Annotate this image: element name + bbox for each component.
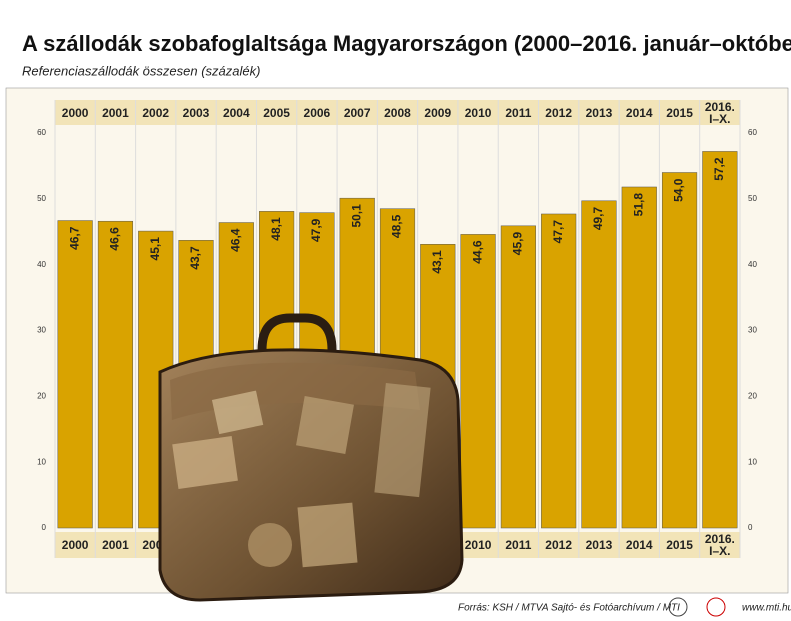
- y2-tick-label: 20: [748, 391, 757, 400]
- source: Forrás: KSH / MTVA Sajtó- és Fotóarchívu…: [458, 603, 680, 614]
- x-tick-label-bottom: 2016. I–X.: [704, 532, 735, 558]
- x-tick-label: 2006: [303, 105, 331, 120]
- bar: [460, 234, 496, 529]
- bar: [541, 213, 577, 529]
- bar: [500, 225, 536, 529]
- bar: [218, 222, 254, 529]
- x-tick-label: 2011: [505, 105, 532, 120]
- x-tick-label: 2014: [625, 105, 653, 120]
- logo: [706, 597, 726, 617]
- bar: [702, 151, 738, 529]
- value-label: 44,6: [470, 240, 484, 264]
- x-tick-label-bottom: 2000: [61, 538, 89, 552]
- x-tick-label: 2016. I–X.: [704, 99, 735, 126]
- x-tick-label-bottom: 2002: [142, 538, 170, 552]
- bar: [299, 212, 335, 529]
- value-label: 48,1: [269, 217, 283, 241]
- x-tick-label-bottom: 2005: [263, 538, 290, 552]
- bar: [581, 200, 617, 529]
- value-label: 45,1: [148, 237, 162, 261]
- chart-title: A szállodák szobafoglaltsága Magyarorszá…: [22, 31, 791, 56]
- bar: [661, 172, 698, 529]
- x-tick-label-bottom: 2012: [545, 538, 572, 552]
- bar: [178, 240, 214, 529]
- x-tick-label: 2005: [263, 105, 290, 120]
- x-tick-label: 2009: [424, 105, 452, 120]
- value-label: 50,1: [349, 204, 363, 228]
- y-tick-label: 0: [42, 523, 47, 532]
- y2-tick-label: 50: [748, 194, 757, 203]
- y2-tick-label: 60: [748, 128, 757, 137]
- x-tick-label: 2002: [142, 105, 170, 120]
- x-tick-label: 2008: [384, 105, 411, 120]
- value-label: 46,6: [108, 227, 122, 251]
- value-label: 43,7: [188, 246, 202, 270]
- y-tick-label: 20: [37, 391, 46, 400]
- x-tick-label-bottom: 2010: [464, 538, 492, 552]
- x-tick-label-bottom: 2009: [424, 538, 452, 552]
- chart-subtitle: Referenciaszállodák összesen (százalék): [22, 63, 260, 78]
- value-label: 43,1: [430, 250, 444, 274]
- top-band: [55, 100, 740, 125]
- bar: [138, 230, 174, 529]
- x-tick-label: 2010: [464, 105, 492, 120]
- logo: [668, 597, 688, 617]
- x-tick-label-bottom: 2004: [222, 538, 250, 552]
- y-tick-label: 40: [37, 260, 46, 269]
- x-tick-label: 2003: [182, 105, 210, 120]
- bar: [97, 220, 134, 529]
- x-tick-label-bottom: 2014: [625, 538, 653, 552]
- y-tick-label: 10: [37, 457, 46, 466]
- x-tick-label: 2007: [343, 105, 371, 120]
- value-label: 54,0: [672, 178, 686, 202]
- bar: [259, 211, 295, 529]
- value-label: 48,5: [390, 214, 404, 238]
- y2-tick-label: 10: [748, 457, 757, 466]
- website: www.mti.hu: [742, 603, 791, 614]
- value-label: 47,7: [551, 220, 565, 244]
- y-tick-label: 50: [37, 194, 46, 203]
- x-tick-label: 2001: [102, 105, 129, 120]
- y-tick-label: 60: [37, 128, 46, 137]
- y2-tick-label: 40: [748, 260, 757, 269]
- x-tick-label-bottom: 2007: [343, 538, 371, 552]
- x-tick-label-bottom: 2008: [384, 538, 411, 552]
- x-tick-label: 2004: [222, 105, 250, 120]
- x-tick-label-bottom: 2015: [666, 538, 693, 552]
- y2-tick-label: 0: [748, 523, 753, 532]
- value-label: 47,9: [309, 218, 323, 242]
- y2-tick-label: 30: [748, 326, 757, 335]
- bar: [57, 220, 93, 529]
- x-tick-label: 2015: [666, 105, 693, 120]
- bar: [420, 244, 456, 529]
- value-label: 46,4: [228, 228, 242, 252]
- x-tick-label-bottom: 2001: [102, 538, 129, 552]
- value-label: 46,7: [67, 226, 81, 250]
- x-tick-label: 2000: [61, 105, 89, 120]
- x-tick-label: 2012: [545, 105, 572, 120]
- bar: [621, 186, 657, 529]
- value-label: 49,7: [591, 206, 605, 230]
- value-label: 45,9: [511, 232, 525, 256]
- x-tick-label-bottom: 2003: [182, 538, 210, 552]
- value-label: 51,8: [631, 193, 645, 217]
- x-tick-label-bottom: 2006: [303, 538, 331, 552]
- x-tick-label: 2013: [585, 105, 613, 120]
- bar: [379, 208, 416, 529]
- y-tick-label: 30: [37, 326, 46, 335]
- bar: [339, 197, 375, 529]
- x-tick-label-bottom: 2011: [505, 538, 532, 552]
- value-label: 57,2: [712, 157, 726, 181]
- x-tick-label-bottom: 2013: [585, 538, 613, 552]
